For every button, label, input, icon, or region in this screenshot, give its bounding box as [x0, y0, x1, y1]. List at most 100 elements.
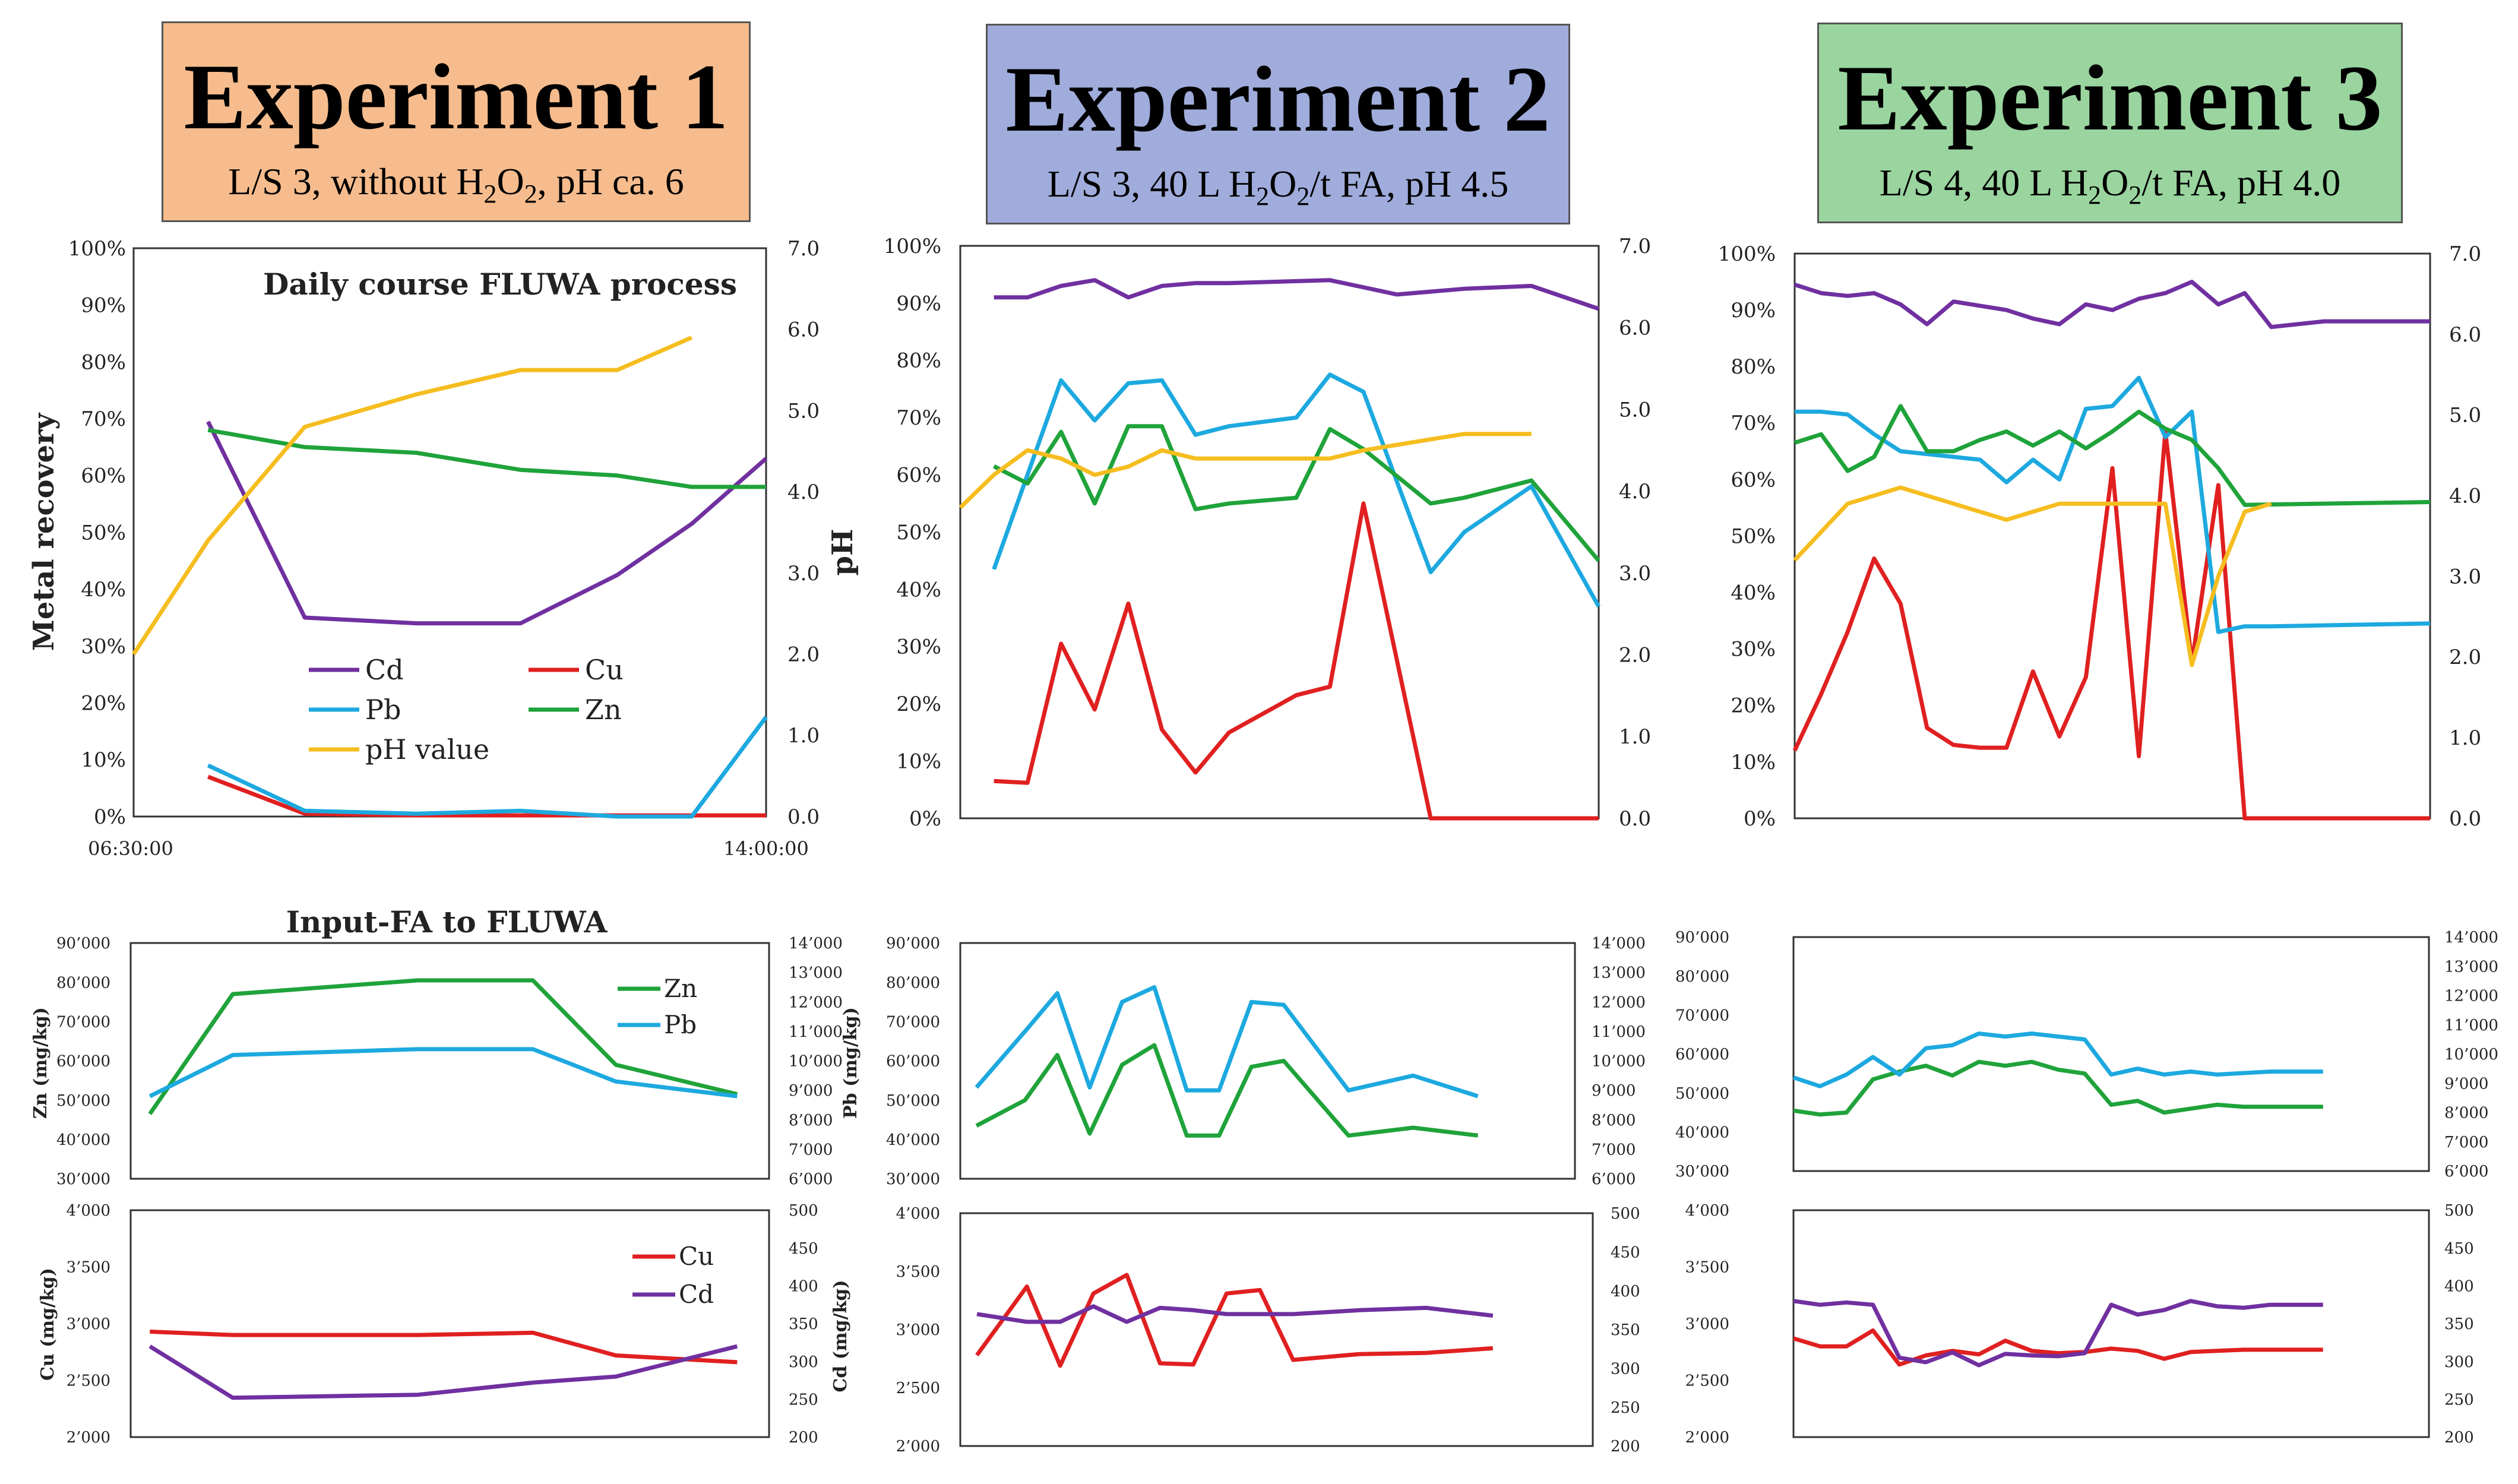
exp1_recovery-ytick-label: 100%: [68, 237, 126, 261]
exp3_input_cucd-y2tick-label: 450: [2444, 1240, 2474, 1258]
exp1_recovery-ytick-label: 60%: [81, 464, 126, 488]
exp1_input_znpb-ytick-label: 40’000: [56, 1131, 110, 1149]
exp1_input_cucd-y2tick-label: 450: [789, 1240, 818, 1258]
exp2_recovery-ytick-label: 40%: [896, 578, 941, 602]
exp2_input_cucd-series-cu: [975, 1273, 1494, 1368]
exp1_recovery-ytick-label: 0%: [94, 805, 126, 829]
exp3_recovery-ytick-label: 10%: [1731, 751, 1776, 774]
exp3_recovery-ytick-label: 20%: [1731, 694, 1776, 718]
exp3_input_znpb-series-zn: [1793, 1059, 2323, 1117]
exp2_recovery-y2tick-label: 2.0: [1619, 643, 1651, 667]
exp1_input_znpb-ytick-label: 80’000: [56, 974, 110, 992]
exp1_recovery-y2tick-label: 2.0: [787, 643, 820, 666]
exp3_input_znpb-ytick-label: 50’000: [1675, 1085, 1729, 1103]
exp2_input_cucd-y2tick-label: 500: [1611, 1205, 1640, 1223]
exp1_input_znpb-y2tick-label: 8’000: [789, 1112, 833, 1129]
exp2_input_cucd-ytick-label: 3’000: [896, 1321, 940, 1339]
exp1_input_cucd-ytick-label: 4’000: [67, 1202, 110, 1220]
exp2_input_znpb-y2tick-label: 14’000: [1592, 935, 1646, 953]
legend-pb-label: Pb: [664, 1010, 697, 1039]
exp2_input_znpb-y2tick-label: 12’000: [1592, 993, 1646, 1011]
exp2_input_znpb-ytick-label: 60’000: [886, 1053, 940, 1071]
exp2_input_cucd-y2tick-label: 400: [1611, 1283, 1640, 1301]
exp3_input_cucd-series-cd: [1793, 1299, 2323, 1368]
header-title: Experiment 2: [1005, 48, 1551, 151]
exp2_input_znpb-y2tick-label: 11’000: [1592, 1023, 1646, 1041]
header-experiment-2: Experiment 2 L/S 3, 40 L H2O2/t FA, pH 4…: [986, 24, 1570, 224]
exp3_input_znpb-y2tick-label: 11’000: [2444, 1017, 2498, 1034]
exp3_input_znpb-ytick-label: 80’000: [1675, 968, 1729, 986]
exp3_input_znpb-y2tick-label: 13’000: [2444, 958, 2498, 976]
exp1_recovery-y2tick-label: 7.0: [787, 237, 820, 261]
exp1-chart-title: Daily course FLUWA process: [263, 267, 737, 302]
exp2_recovery-series-zn: [993, 424, 1600, 562]
exp2_input_cucd-series-cd: [976, 1304, 1494, 1324]
exp3_recovery-y2tick-label: 0.0: [2449, 807, 2481, 831]
exp1_input_znpb-y2tick-label: 14’000: [789, 935, 843, 953]
exp2_recovery-ytick-label: 90%: [896, 292, 941, 315]
exp3_recovery-ytick-label: 0%: [1744, 807, 1776, 831]
exp3_recovery-y2tick-label: 2.0: [2449, 646, 2481, 669]
exp2_recovery-ytick-label: 50%: [896, 521, 941, 545]
exp2_input_znpb-y2tick-label: 9’000: [1592, 1082, 1636, 1100]
exp2_recovery-ytick-label: 100%: [884, 235, 941, 258]
exp1-y2-axis-label: pH: [826, 529, 859, 576]
exp3_recovery-ytick-label: 30%: [1731, 638, 1776, 662]
exp1_input_cucd-ytick-label: 3’000: [67, 1315, 110, 1333]
exp3_recovery-ytick-label: 80%: [1731, 355, 1776, 379]
exp2_input_znpb-series-zn: [975, 1043, 1479, 1138]
input-fa-title: Input-FA to FLUWA: [286, 904, 608, 939]
exp3_recovery-ytick-label: 60%: [1731, 468, 1776, 492]
exp3_input_znpb-ytick-label: 30’000: [1675, 1163, 1729, 1181]
exp3_recovery-y2tick-label: 5.0: [2449, 404, 2481, 428]
exp3_input_znpb-ytick-label: 70’000: [1675, 1007, 1729, 1024]
exp3_input_cucd-y2tick-label: 350: [2444, 1315, 2474, 1333]
exp1_input_znpb-y2tick-label: 9’000: [789, 1082, 833, 1100]
legend-pb-label: Pb: [365, 694, 401, 726]
exp3_input_cucd-ytick-label: 4’000: [1685, 1202, 1729, 1220]
exp2_input_znpb-y2tick-label: 10’000: [1592, 1053, 1646, 1071]
exp2_recovery-y2tick-label: 5.0: [1619, 398, 1651, 422]
legend-cu-label: Cu: [585, 654, 624, 686]
exp1_input_cucd-y2tick-label: 250: [789, 1391, 818, 1409]
exp1_input_cucd-series-cd: [148, 1344, 738, 1400]
exp1_recovery-y2tick-label: 5.0: [787, 399, 820, 423]
exp1_input_cucd-series-cu: [150, 1329, 738, 1365]
exp2_input_znpb-y2tick-label: 7’000: [1592, 1141, 1636, 1159]
exp1_input_znpb-y2tick-label: 6’000: [789, 1170, 833, 1188]
exp1_input_znpb-plot-frame: [129, 942, 770, 1180]
exp3_recovery-y2tick-label: 6.0: [2449, 323, 2481, 347]
exp3_recovery-y2tick-label: 4.0: [2449, 484, 2481, 508]
exp2_recovery-series-cu: [994, 501, 1599, 821]
exp1_input_znpb-series-pb: [148, 1047, 738, 1099]
exp2-pb-axis-label: Pb (mg/kg): [840, 1007, 861, 1119]
exp2_input_znpb-y2tick-label: 13’000: [1592, 964, 1646, 982]
exp3_input_znpb-y2tick-label: 7’000: [2444, 1134, 2488, 1151]
exp1-zn-axis-label: Zn (mg/kg): [30, 1007, 51, 1119]
exp1-cu-axis-label: Cu (mg/kg): [37, 1268, 58, 1381]
exp1_input_znpb-y2tick-label: 10’000: [789, 1053, 843, 1071]
exp2_input_znpb-ytick-label: 80’000: [886, 974, 940, 992]
exp1_input_znpb-y2tick-label: 12’000: [789, 993, 843, 1011]
exp3_recovery-y2tick-label: 3.0: [2449, 565, 2481, 588]
header-title: Experiment 1: [184, 45, 729, 149]
exp1_recovery-series-pb: [207, 716, 768, 819]
exp2_recovery-y2tick-label: 4.0: [1619, 480, 1651, 504]
exp2_input_znpb-ytick-label: 70’000: [886, 1013, 940, 1031]
legend-zn-label: Zn: [585, 694, 622, 726]
header-subtitle: L/S 3, without H2O2, pH ca. 6: [228, 160, 684, 208]
exp1_recovery-ytick-label: 80%: [81, 350, 126, 374]
exp3_recovery-ytick-label: 70%: [1731, 412, 1776, 435]
exp2_recovery-ytick-label: 10%: [896, 750, 941, 774]
exp1_input_cucd-y2tick-label: 350: [789, 1315, 818, 1333]
exp1_recovery-series-cu: [207, 774, 766, 818]
exp2_recovery-y2tick-label: 3.0: [1619, 562, 1651, 586]
exp3_recovery-y2tick-label: 1.0: [2449, 726, 2481, 750]
exp1_recovery-ytick-label: 40%: [81, 578, 126, 602]
exp1_input_znpb-series-zn: [148, 978, 738, 1115]
exp3_recovery-series-cu: [1792, 429, 2430, 821]
exp3_input_znpb-ytick-label: 60’000: [1675, 1046, 1729, 1064]
exp1-y-axis-label: Metal recovery: [27, 412, 61, 651]
exp1_recovery-ytick-label: 30%: [81, 635, 126, 659]
exp2_recovery-ytick-label: 70%: [896, 406, 941, 430]
